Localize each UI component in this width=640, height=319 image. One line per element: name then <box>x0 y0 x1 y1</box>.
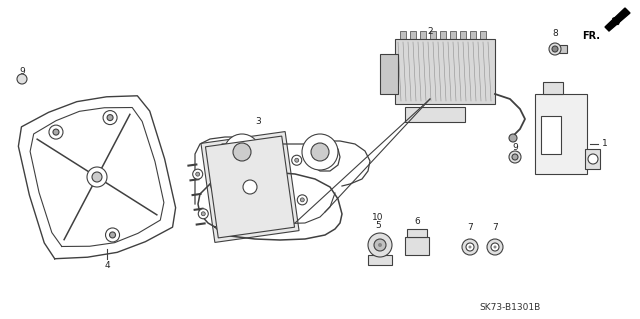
Circle shape <box>552 46 558 52</box>
Bar <box>410 31 416 39</box>
Bar <box>543 82 563 94</box>
Bar <box>420 31 426 39</box>
Circle shape <box>103 111 117 125</box>
Text: 6: 6 <box>414 217 420 226</box>
Circle shape <box>233 143 251 161</box>
Circle shape <box>302 134 338 170</box>
Circle shape <box>198 209 208 219</box>
Bar <box>405 107 465 122</box>
Text: FR.: FR. <box>582 31 600 41</box>
Text: 9: 9 <box>512 143 518 152</box>
Circle shape <box>201 212 205 216</box>
Bar <box>450 31 456 39</box>
Bar <box>585 149 600 169</box>
Circle shape <box>311 143 329 161</box>
Circle shape <box>193 169 203 179</box>
Bar <box>395 39 495 104</box>
Circle shape <box>17 74 27 84</box>
Polygon shape <box>605 8 630 31</box>
Text: 9: 9 <box>19 66 25 76</box>
Text: 1: 1 <box>602 139 608 149</box>
Polygon shape <box>205 136 294 238</box>
Circle shape <box>588 154 598 164</box>
Text: 10: 10 <box>372 212 384 221</box>
Circle shape <box>378 243 382 247</box>
Circle shape <box>468 246 472 249</box>
Bar <box>470 31 476 39</box>
Circle shape <box>493 246 497 249</box>
Bar <box>535 94 587 174</box>
Bar <box>380 54 398 94</box>
Circle shape <box>487 239 503 255</box>
Text: 5: 5 <box>375 220 381 229</box>
Circle shape <box>509 151 521 163</box>
Text: 3: 3 <box>255 117 261 127</box>
Circle shape <box>243 180 257 194</box>
Circle shape <box>53 129 59 135</box>
Polygon shape <box>201 131 299 242</box>
Circle shape <box>374 239 386 251</box>
Bar <box>368 255 392 265</box>
Circle shape <box>509 134 517 142</box>
Circle shape <box>462 239 478 255</box>
Bar <box>559 45 567 53</box>
Circle shape <box>92 172 102 182</box>
Bar <box>460 31 466 39</box>
Circle shape <box>196 172 200 176</box>
Text: 8: 8 <box>552 29 558 39</box>
Circle shape <box>224 134 260 170</box>
Bar <box>430 31 436 39</box>
Circle shape <box>466 243 474 251</box>
Circle shape <box>106 228 120 242</box>
Bar <box>405 237 429 255</box>
Text: SK73-B1301B: SK73-B1301B <box>479 302 541 311</box>
Circle shape <box>107 115 113 121</box>
Circle shape <box>512 154 518 160</box>
Circle shape <box>298 195 307 205</box>
Circle shape <box>300 198 304 202</box>
Circle shape <box>549 43 561 55</box>
Circle shape <box>368 233 392 257</box>
Circle shape <box>292 155 301 165</box>
Bar <box>541 116 561 154</box>
Circle shape <box>87 167 107 187</box>
Text: 4: 4 <box>104 261 110 270</box>
Circle shape <box>49 125 63 139</box>
Text: 7: 7 <box>467 222 473 232</box>
Text: 7: 7 <box>492 222 498 232</box>
Circle shape <box>491 243 499 251</box>
Bar <box>400 31 406 39</box>
Bar <box>480 31 486 39</box>
Circle shape <box>109 232 116 238</box>
Bar <box>440 31 446 39</box>
Text: 2: 2 <box>427 26 433 35</box>
Circle shape <box>295 158 299 162</box>
Bar <box>407 229 427 237</box>
